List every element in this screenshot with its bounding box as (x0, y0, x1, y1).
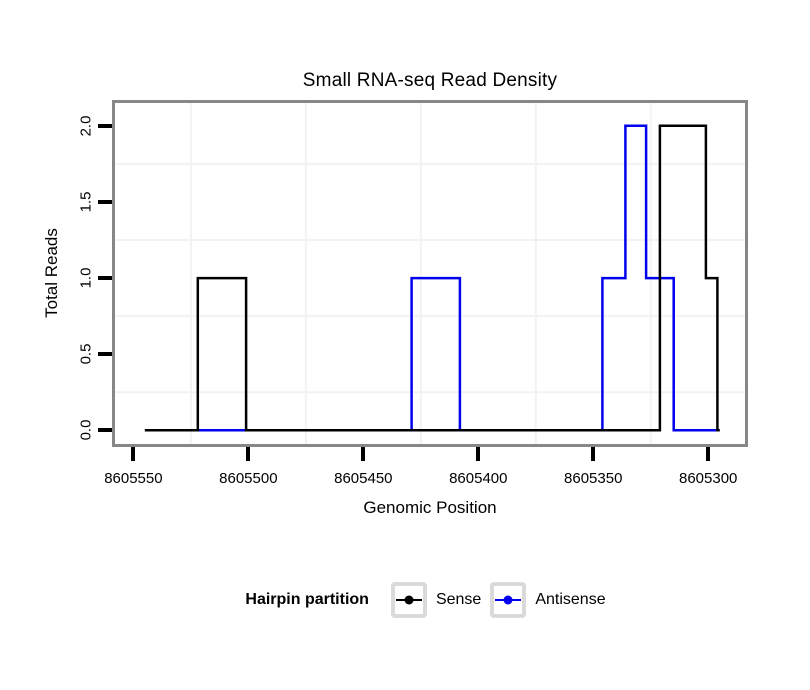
y-axis-tick-label-text: 0.5 (77, 343, 95, 365)
chart-title: Small RNA-seq Read Density (302, 70, 558, 91)
legend-label-sense: Sense (435, 591, 482, 608)
legend-key-dot (503, 595, 513, 605)
legend-title: Hairpin partition (245, 591, 369, 608)
x-axis-tick-label: 8605300 (679, 470, 738, 487)
legend-item-antisense: Antisense (490, 582, 606, 618)
x-axis-tick (591, 447, 596, 461)
legend-key-sense-icon (390, 582, 427, 618)
x-axis-label: Genomic Position (363, 498, 497, 517)
plot-lines-svg (115, 103, 745, 444)
y-axis-tick (98, 352, 112, 357)
x-axis-tick-label: 8605450 (334, 470, 393, 487)
legend-items: Sense Antisense (390, 582, 615, 618)
series-line-antisense (144, 124, 720, 432)
x-axis-tick (361, 447, 366, 461)
y-axis-tick (98, 428, 112, 433)
legend-item-sense: Sense (390, 582, 482, 618)
legend-key-antisense-icon (490, 582, 527, 618)
y-axis-tick (98, 276, 112, 281)
y-axis-tick-label-text: 2.0 (77, 115, 95, 137)
y-axis-tick (98, 123, 112, 128)
x-axis-tick (476, 447, 481, 461)
y-axis-tick-label-text: 1.5 (77, 191, 95, 213)
x-axis-tick (706, 447, 711, 461)
legend-key-dot (404, 595, 414, 605)
y-axis-tick (98, 199, 112, 204)
legend-label-antisense: Antisense (535, 591, 606, 608)
y-axis-tick-label-text: 0.0 (77, 419, 95, 441)
y-axis-tick-label-text: 1.0 (77, 267, 95, 289)
series-line-sense (144, 124, 720, 432)
x-axis-tick-label: 8605500 (219, 470, 278, 487)
x-axis-tick (246, 447, 251, 461)
x-axis-tick-label: 8605350 (564, 470, 623, 487)
y-axis-label-text: Total Reads (42, 228, 61, 318)
legend: Hairpin partition Sense Antisense (115, 580, 745, 620)
x-axis-tick (131, 447, 136, 461)
x-axis-tick-label: 8605550 (104, 470, 163, 487)
x-axis-tick-label: 8605400 (449, 470, 508, 487)
plot-panel (112, 100, 748, 447)
